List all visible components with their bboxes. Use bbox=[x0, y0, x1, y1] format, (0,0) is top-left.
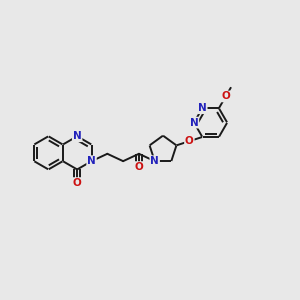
Text: O: O bbox=[134, 162, 143, 172]
Text: N: N bbox=[87, 156, 96, 166]
Text: O: O bbox=[185, 136, 194, 146]
Text: O: O bbox=[73, 178, 82, 188]
Text: N: N bbox=[198, 103, 207, 113]
Text: N: N bbox=[73, 131, 82, 141]
Text: O: O bbox=[221, 92, 230, 101]
Text: N: N bbox=[150, 156, 159, 166]
Text: N: N bbox=[190, 118, 198, 128]
